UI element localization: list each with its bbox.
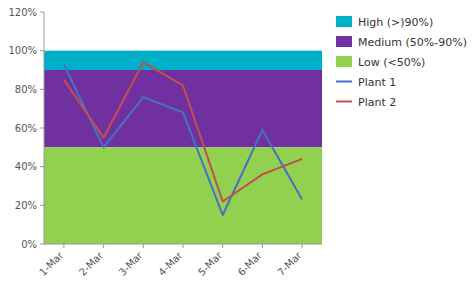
y-tick-label: 20%: [15, 200, 37, 211]
x-tick-label: 2-Mar: [77, 249, 106, 278]
plot-area: [44, 51, 322, 244]
x-tick: [63, 244, 64, 248]
legend-label: Medium (50%-90%): [358, 36, 467, 49]
legend-label: Plant 1: [358, 76, 396, 89]
legend-swatch: [336, 56, 352, 67]
y-tick: [40, 244, 44, 245]
band: [44, 51, 322, 70]
legend-label: Plant 2: [358, 96, 396, 109]
y-tick: [40, 50, 44, 51]
x-tick: [103, 244, 104, 248]
y-tick: [40, 166, 44, 167]
y-tick-label: 60%: [15, 123, 37, 134]
y-tick-label: 80%: [15, 84, 37, 95]
x-tick: [302, 244, 303, 248]
series-line: [64, 62, 302, 201]
y-tick: [40, 89, 44, 90]
x-tick-label: 1-Mar: [37, 249, 66, 278]
y-tick-label: 120%: [8, 7, 37, 18]
y-tick: [40, 12, 44, 13]
x-tick: [183, 244, 184, 248]
chart: 0% 20% 40% 60% 80% 100% 120% 1-Mar 2-Mar 3-Mar 4-M…: [0, 0, 474, 286]
y-tick-label: 0%: [21, 239, 37, 250]
legend-label: Low (<50%): [358, 56, 425, 69]
legend-swatch: [336, 101, 352, 103]
y-tick: [40, 128, 44, 129]
legend-swatch: [336, 81, 352, 83]
x-tick: [222, 244, 223, 248]
y-tick-label: 100%: [8, 45, 37, 56]
x-tick-label: 6-Mar: [236, 249, 265, 278]
x-tick-label: 5-Mar: [196, 249, 225, 278]
x-tick: [143, 244, 144, 248]
legend-swatch: [336, 16, 352, 27]
x-tick-label: 4-Mar: [156, 249, 185, 278]
legend-swatch: [336, 36, 352, 47]
x-tick: [262, 244, 263, 248]
x-tick-label: 7-Mar: [275, 249, 304, 278]
x-tick-label: 3-Mar: [117, 249, 146, 278]
legend: High (>)90%) Medium (50%-90%) Low (<50%) Pl…: [336, 16, 467, 109]
legend-label: High (>)90%): [358, 16, 433, 29]
y-tick: [40, 205, 44, 206]
y-tick-label: 40%: [15, 161, 37, 172]
